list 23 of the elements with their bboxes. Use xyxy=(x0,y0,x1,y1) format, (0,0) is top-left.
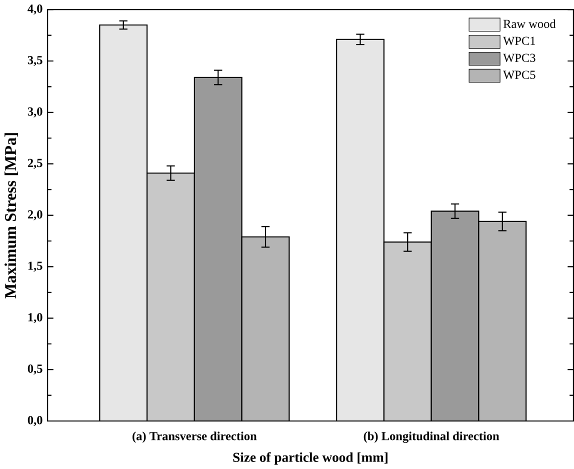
y-tick-label: 2,5 xyxy=(28,158,42,169)
y-axis-title: Maximum Stress [MPa] xyxy=(4,133,18,298)
legend-label: Raw wood xyxy=(503,19,556,28)
x-tick-label: (b) Longitudinal direction xyxy=(364,432,500,443)
y-tick-label: 1,0 xyxy=(28,313,42,324)
bar xyxy=(241,236,290,421)
legend-label: WPC1 xyxy=(503,36,536,45)
y-tick-label: 3,0 xyxy=(28,107,42,118)
bar xyxy=(430,210,480,421)
x-axis-title: Size of particle wood [mm] xyxy=(233,452,388,465)
legend-label: WPC5 xyxy=(503,70,536,79)
y-tick-label: 4,0 xyxy=(28,4,42,14)
y-tick-label: 0,0 xyxy=(28,416,42,426)
y-tick-label: 3,5 xyxy=(28,56,42,66)
y-tick-label: 1,5 xyxy=(28,262,42,272)
bar xyxy=(99,24,148,421)
bar xyxy=(336,38,384,421)
x-tick-label: (a) Transverse direction xyxy=(132,432,257,443)
y-tick-label: 2,0 xyxy=(28,210,42,220)
legend-label: WPC3 xyxy=(503,54,536,62)
bar xyxy=(194,76,242,421)
y-tick-label: 0,5 xyxy=(28,364,42,374)
bar xyxy=(478,220,527,421)
